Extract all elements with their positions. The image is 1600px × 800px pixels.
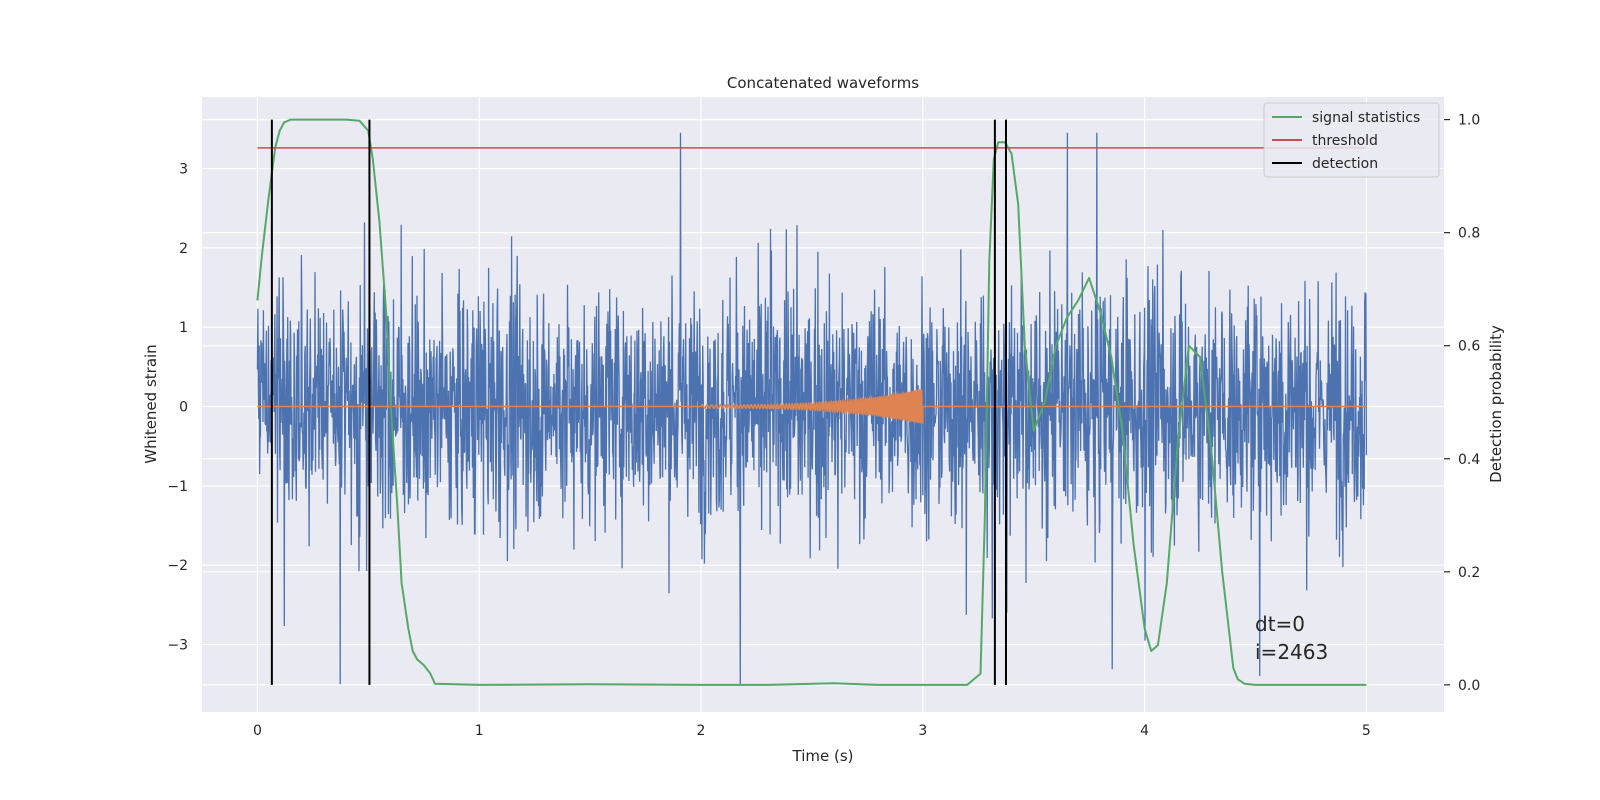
y-axis-label: Whitened strain xyxy=(142,344,160,463)
signal-statistics-series xyxy=(256,118,1367,686)
injected-waveform-series xyxy=(257,387,1367,424)
annotation-dt: dt=0 xyxy=(1255,612,1305,636)
whitened-strain-series xyxy=(256,132,1368,685)
y-tick-label: −3 xyxy=(167,638,188,654)
legend-frame xyxy=(1263,102,1440,178)
legend: signal statistics threshold detection xyxy=(1263,102,1440,178)
x-axis-ticks: 0 1 2 3 4 5 xyxy=(253,723,1371,739)
annotation-index: i=2463 xyxy=(1255,640,1328,664)
x-tick-label: 0 xyxy=(253,723,262,739)
legend-label-threshold: threshold xyxy=(1312,133,1378,149)
y2-tick-label: 1.0 xyxy=(1458,113,1480,129)
chart-title: Concatenated waveforms xyxy=(727,74,919,92)
y-tick-label: −2 xyxy=(167,558,188,574)
y2-tick-label: 0.8 xyxy=(1458,226,1480,242)
y-axis-left-ticks: 3 2 1 0 −1 −2 −3 xyxy=(167,161,188,653)
y2-axis-label: Detection probability xyxy=(1487,325,1505,483)
y-tick-label: 0 xyxy=(179,399,188,415)
y-tick-label: −1 xyxy=(167,479,188,495)
y2-tick-label: 0.0 xyxy=(1458,678,1480,694)
y2-tick-label: 0.2 xyxy=(1458,565,1480,581)
y2-tick-label: 0.4 xyxy=(1458,452,1480,468)
injected-waveform-line xyxy=(257,387,1367,424)
legend-label-signal-statistics: signal statistics xyxy=(1312,110,1420,126)
x-tick-label: 4 xyxy=(1140,723,1149,739)
y-tick-label: 3 xyxy=(179,161,188,177)
y2-tick-label: 0.6 xyxy=(1458,339,1480,355)
x-axis-label: Time (s) xyxy=(792,747,854,765)
y-tick-label: 2 xyxy=(179,241,188,257)
x-tick-label: 5 xyxy=(1362,723,1371,739)
y-axis-right-ticks: 1.0 0.8 0.6 0.4 0.2 0.0 xyxy=(1444,113,1480,694)
signal-statistics-line xyxy=(256,118,1367,686)
detection-series xyxy=(270,119,1007,685)
x-tick-label: 1 xyxy=(475,723,484,739)
legend-label-detection: detection xyxy=(1312,156,1378,172)
whitened-strain-line xyxy=(256,132,1368,685)
x-tick-label: 3 xyxy=(918,723,927,739)
y-tick-label: 1 xyxy=(179,320,188,336)
x-tick-label: 2 xyxy=(697,723,706,739)
